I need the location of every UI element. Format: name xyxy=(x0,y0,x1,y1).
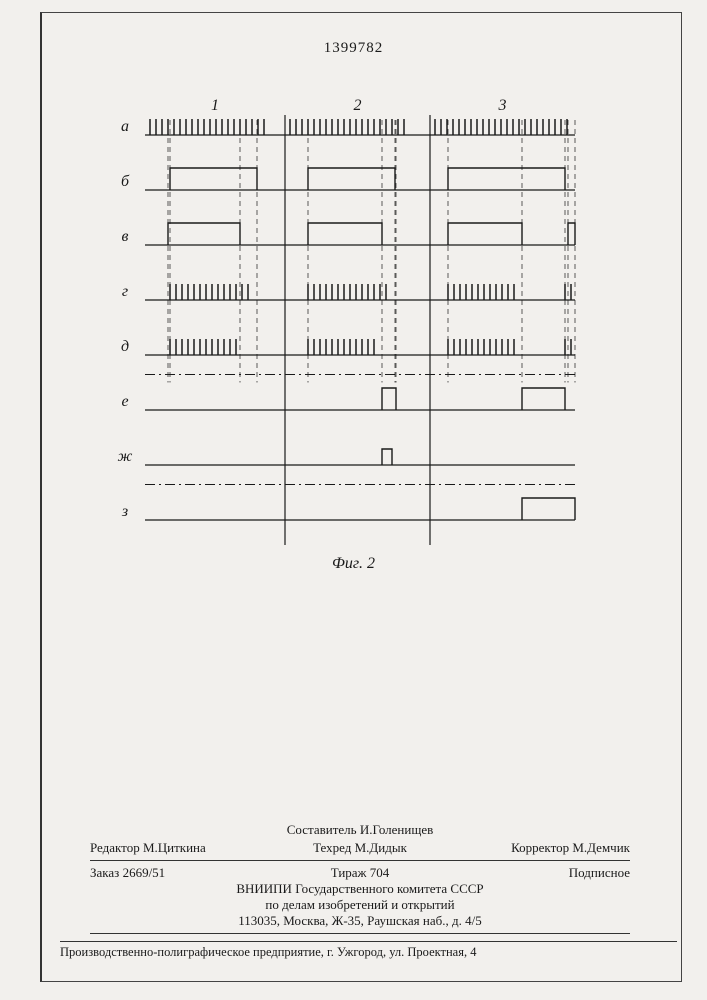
corrector-label: Корректор xyxy=(511,840,569,855)
editor-label: Редактор xyxy=(90,840,140,855)
org-line-2: по делам изобретений и открытий xyxy=(90,897,630,913)
footer-line: Производственно-полиграфическое предприя… xyxy=(60,941,677,960)
print-label: Тираж xyxy=(331,865,367,880)
svg-text:2: 2 xyxy=(354,97,362,114)
svg-text:3: 3 xyxy=(498,97,507,114)
svg-text:1: 1 xyxy=(211,97,219,114)
address-line: 113035, Москва, Ж-35, Раушская наб., д. … xyxy=(90,913,630,929)
editor-name: М.Циткина xyxy=(143,840,206,855)
svg-text:ж: ж xyxy=(118,448,133,465)
compiler-name: И.Голенищев xyxy=(360,822,433,837)
techred-name: М.Дидык xyxy=(355,840,407,855)
org-line-1: ВНИИПИ Государственного комитета СССР xyxy=(90,881,630,897)
page-number: 1399782 xyxy=(0,40,707,57)
svg-text:б: б xyxy=(121,173,130,190)
svg-text:д: д xyxy=(121,338,129,355)
svg-text:а: а xyxy=(121,118,129,135)
order-value: 2669/51 xyxy=(123,865,166,880)
timing-diagram: 1 2 3 а б в г д е ж з xyxy=(90,95,610,545)
techred-label: Техред xyxy=(313,840,351,855)
colophon-block: Составитель И.Голенищев Редактор М.Цитки… xyxy=(90,822,630,938)
figure-caption: Фиг. 2 xyxy=(0,555,707,573)
svg-text:е: е xyxy=(121,393,128,410)
svg-text:в: в xyxy=(122,228,129,245)
print-value: 704 xyxy=(370,865,390,880)
signed-label: Подписное xyxy=(569,865,630,880)
order-label: Заказ xyxy=(90,865,119,880)
svg-text:г: г xyxy=(122,283,128,300)
corrector-name: М.Демчик xyxy=(572,840,630,855)
svg-text:з: з xyxy=(121,503,128,520)
compiler-label: Составитель xyxy=(287,822,357,837)
